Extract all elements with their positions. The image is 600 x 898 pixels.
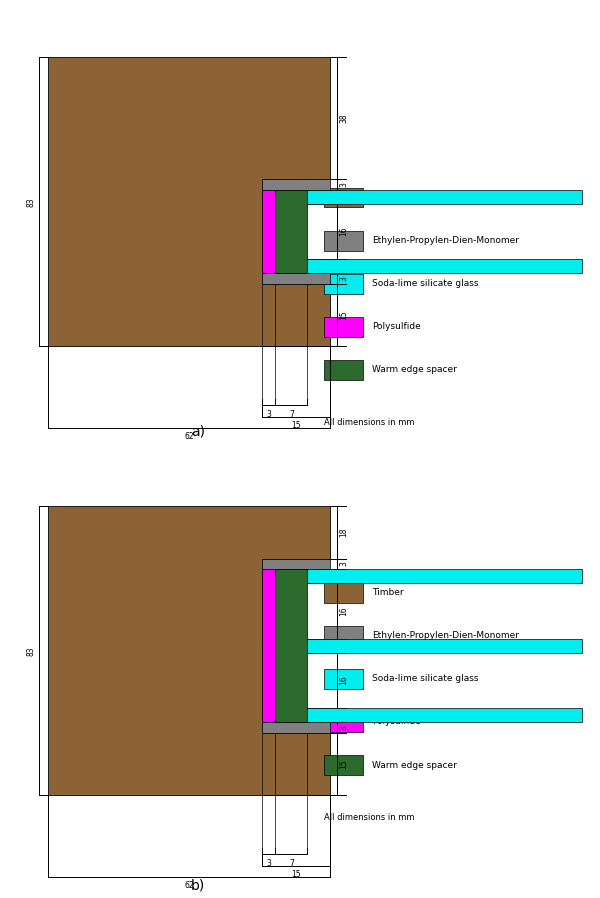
Text: 3: 3 — [266, 858, 271, 867]
Bar — [262, 260, 582, 273]
Text: 62: 62 — [184, 881, 194, 890]
Text: All dimensions in mm: All dimensions in mm — [324, 813, 415, 822]
Text: 3: 3 — [340, 725, 349, 730]
Bar — [262, 638, 582, 653]
Text: Polysulfide: Polysulfide — [372, 322, 421, 331]
Bar — [262, 189, 582, 204]
Bar — [324, 360, 363, 380]
Bar — [324, 712, 363, 732]
Polygon shape — [48, 506, 330, 796]
Text: 15: 15 — [340, 311, 349, 320]
Text: 62: 62 — [184, 432, 194, 441]
Bar — [324, 317, 363, 337]
Text: Timber: Timber — [372, 588, 404, 597]
Text: Ethylen-Propylen-Dien-Monomer: Ethylen-Propylen-Dien-Monomer — [372, 236, 519, 245]
Bar — [262, 722, 330, 733]
Text: 4: 4 — [340, 713, 349, 718]
Text: 83: 83 — [27, 197, 36, 207]
Text: 4: 4 — [340, 194, 349, 199]
Text: 3: 3 — [340, 561, 349, 567]
Text: 4: 4 — [340, 574, 349, 578]
Text: b): b) — [191, 878, 205, 892]
Bar — [324, 583, 363, 603]
Bar — [324, 755, 363, 775]
Bar — [324, 669, 363, 689]
Text: Polysulfide: Polysulfide — [372, 718, 421, 726]
Bar — [262, 559, 330, 569]
Text: 4: 4 — [340, 264, 349, 269]
Text: 83: 83 — [27, 646, 36, 656]
Bar — [324, 274, 363, 294]
Bar — [262, 709, 582, 722]
Bar — [262, 189, 275, 273]
Text: 3: 3 — [340, 182, 349, 187]
Text: 16: 16 — [340, 226, 349, 236]
Text: 15: 15 — [291, 421, 301, 430]
Text: 7: 7 — [289, 409, 294, 418]
Polygon shape — [48, 57, 330, 347]
Bar — [324, 188, 363, 207]
Text: 3: 3 — [340, 276, 349, 281]
Bar — [262, 273, 330, 284]
Text: Warm edge spacer: Warm edge spacer — [372, 761, 457, 770]
Bar — [262, 569, 582, 583]
Text: 7: 7 — [289, 858, 294, 867]
Text: 18: 18 — [340, 528, 349, 537]
Bar — [275, 189, 307, 273]
Text: Ethylen-Propylen-Dien-Monomer: Ethylen-Propylen-Dien-Monomer — [372, 631, 519, 640]
Text: All dimensions in mm: All dimensions in mm — [324, 418, 415, 427]
Text: 4: 4 — [340, 643, 349, 648]
Text: 15: 15 — [340, 760, 349, 769]
Bar — [324, 626, 363, 646]
Bar — [275, 569, 307, 722]
Bar — [262, 569, 275, 722]
Text: Soda-lime silicate glass: Soda-lime silicate glass — [372, 674, 479, 683]
Bar — [262, 180, 330, 189]
Text: Warm edge spacer: Warm edge spacer — [372, 365, 457, 374]
Text: a): a) — [191, 425, 205, 438]
Text: 38: 38 — [340, 113, 349, 123]
Text: 16: 16 — [340, 606, 349, 616]
Text: Timber: Timber — [372, 193, 404, 202]
Text: Soda-lime silicate glass: Soda-lime silicate glass — [372, 279, 479, 288]
Text: 15: 15 — [291, 870, 301, 879]
Text: 3: 3 — [266, 409, 271, 418]
Bar — [324, 231, 363, 251]
Text: 16: 16 — [340, 675, 349, 685]
